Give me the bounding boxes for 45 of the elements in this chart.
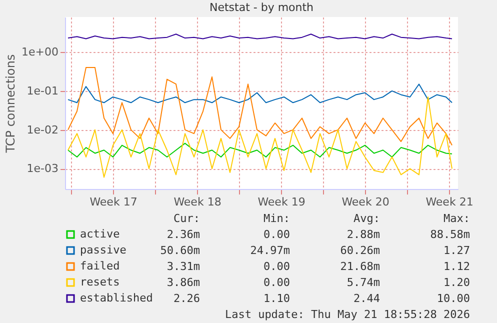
legend-label: passive xyxy=(80,244,126,256)
text: 0.00 xyxy=(264,228,290,240)
x-tick-label: Week 17 xyxy=(90,196,138,208)
text: 5.74m xyxy=(346,276,380,288)
text: 88.58m xyxy=(430,228,470,240)
y-tick-label: 1e-02 xyxy=(26,123,58,136)
x-tick-label: Week 18 xyxy=(174,196,222,208)
x-tick-label: Week 19 xyxy=(258,196,306,208)
text: 60.26m xyxy=(340,244,380,256)
text: 1.20 xyxy=(444,276,470,288)
text: 2.44 xyxy=(354,292,380,304)
text: 0.00 xyxy=(264,260,290,272)
text: 2.88m xyxy=(346,228,380,240)
line-series xyxy=(68,142,452,158)
chart-title: Netstat - by month xyxy=(209,1,314,14)
text: Last update: Thu May 21 18:55:28 2026 xyxy=(224,308,470,320)
y-tick-label: 1e-01 xyxy=(26,84,58,98)
text: 2.26 xyxy=(174,292,200,304)
legend-label: failed xyxy=(80,260,120,272)
legend-label: resets xyxy=(80,276,120,288)
text: 24.97m xyxy=(250,244,290,256)
text: 1.12 xyxy=(444,260,470,272)
text: 2.36m xyxy=(166,228,200,240)
text: 21.68m xyxy=(340,260,380,272)
text: Min: xyxy=(264,212,290,224)
y-tick-label: 1e+00 xyxy=(22,46,58,59)
text: Avg: xyxy=(354,212,380,224)
legend-label: active xyxy=(80,228,120,240)
text: 50.60m xyxy=(160,244,200,256)
line-series xyxy=(68,96,452,178)
line-series xyxy=(68,67,452,146)
text: 0.00 xyxy=(264,276,290,288)
x-tick-label: Week 20 xyxy=(342,196,390,208)
text: Max: xyxy=(444,212,470,224)
line-series xyxy=(68,84,452,104)
y-tick-label: 1e-03 xyxy=(26,162,58,176)
text: Cur: xyxy=(174,212,200,224)
text: 3.86m xyxy=(166,276,200,288)
y-axis-title: TCP connections xyxy=(4,54,18,154)
text: 1.10 xyxy=(264,292,290,304)
text: 10.00 xyxy=(436,292,470,304)
text: 1.27 xyxy=(444,244,470,256)
legend-label: established xyxy=(80,292,153,304)
text: 3.31m xyxy=(166,260,200,272)
x-tick-label: Week 21 xyxy=(426,196,474,208)
